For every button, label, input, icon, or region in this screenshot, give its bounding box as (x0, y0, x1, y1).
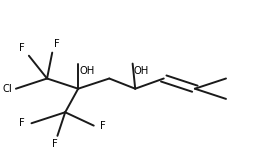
Text: F: F (52, 139, 58, 149)
Text: F: F (19, 43, 25, 53)
Text: F: F (19, 118, 25, 128)
Text: OH: OH (79, 66, 95, 76)
Text: F: F (54, 39, 59, 49)
Text: F: F (100, 121, 106, 131)
Text: Cl: Cl (2, 84, 12, 94)
Text: OH: OH (134, 66, 149, 76)
